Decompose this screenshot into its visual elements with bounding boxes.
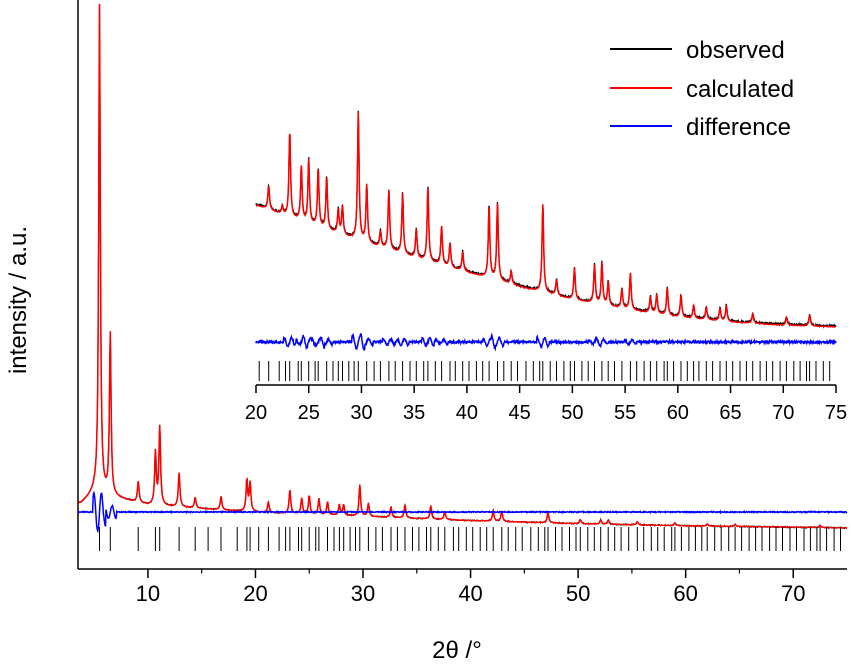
legend-label-calculated: calculated [686, 76, 794, 103]
inset-calculated-line [255, 112, 837, 328]
x-axis-label: 2θ /° [432, 637, 482, 664]
x-tick-label: 55 [614, 402, 636, 424]
x-tick-label: 70 [781, 581, 805, 606]
x-tick-label: 75 [825, 402, 847, 424]
inset-difference-line [255, 332, 837, 352]
x-tick-label: 35 [403, 402, 425, 424]
inset-panel: 20 25 30 35 40 45 50 55 60 65 70 75 [245, 110, 847, 424]
x-tick-label: 40 [456, 402, 478, 424]
inset-reflection-ticks [258, 361, 831, 381]
legend-label-observed: observed [686, 37, 785, 64]
x-tick-label: 40 [458, 581, 482, 606]
main-calculated-line [78, 3, 847, 529]
x-tick-label: 30 [351, 581, 375, 606]
main-axes: 10 20 30 40 50 60 70 intensity / a.u. 2θ /° [5, 0, 847, 664]
x-tick-label: 60 [673, 581, 697, 606]
main-reflection-ticks [99, 527, 841, 551]
legend-label-difference: difference [686, 114, 791, 141]
x-tick-label: 20 [245, 402, 267, 424]
x-tick-label: 20 [243, 581, 267, 606]
x-tick-label: 25 [298, 402, 320, 424]
x-tick-label: 50 [561, 402, 583, 424]
legend: observed calculated difference [610, 37, 794, 141]
legend-entry-observed: observed [610, 37, 785, 64]
main-difference-line [77, 490, 848, 534]
x-tick-label: 45 [509, 402, 531, 424]
x-tick-label: 60 [667, 402, 689, 424]
y-axis-label: intensity / a.u. [5, 226, 32, 374]
main-x-ticks: 10 20 30 40 50 60 70 [136, 569, 805, 606]
main-plot-area [77, 3, 848, 551]
x-tick-label: 65 [719, 402, 741, 424]
x-tick-label: 30 [350, 402, 372, 424]
x-tick-label: 50 [566, 581, 590, 606]
legend-entry-difference: difference [610, 114, 791, 141]
x-tick-label: 10 [136, 581, 160, 606]
inset-x-ticks: 20 25 30 35 40 45 50 55 60 65 70 75 [245, 385, 847, 424]
x-tick-label: 70 [772, 402, 794, 424]
legend-entry-calculated: calculated [610, 76, 794, 103]
